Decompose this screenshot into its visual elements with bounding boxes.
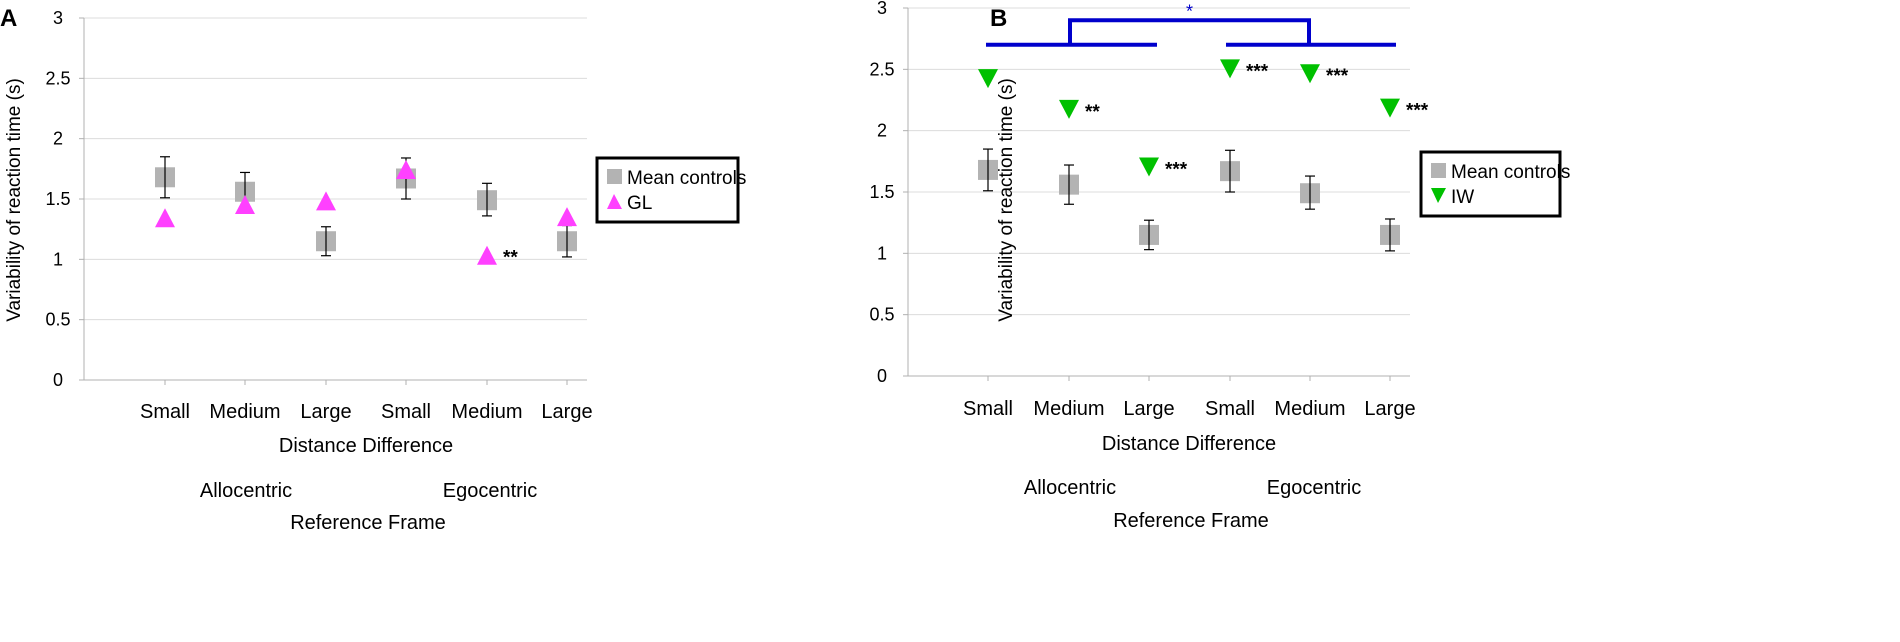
panel-a-patient-marker: [235, 195, 255, 215]
panel-a-reference-frame-label: Reference Frame: [290, 512, 446, 534]
panel-b-ytick-label: 2.5: [869, 59, 894, 79]
panel-b-legend-label: IW: [1451, 187, 1474, 208]
panel-a-significance-stars: **: [503, 248, 518, 269]
panel-b-group-label: Allocentric: [1024, 477, 1116, 499]
panel-a-patient-marker: [316, 191, 336, 211]
panel-b-category-label: Medium: [1274, 398, 1345, 420]
panel-b-ytick-label: 2: [877, 121, 887, 141]
panel-b-ytick-label: 1.5: [869, 182, 894, 202]
panel-b-y-axis-label: Variability of reaction time (s): [996, 78, 1017, 322]
panel-b-patient-marker: [1380, 98, 1400, 118]
panel-b-legend-marker: [1431, 188, 1446, 203]
panel-b-ytick-label: 0: [877, 366, 887, 386]
panel-b-category-label: Small: [963, 398, 1013, 420]
panel-b-category-label: Small: [1205, 398, 1255, 420]
panel-a-category-label: Medium: [451, 401, 522, 423]
panel-a-ytick-label: 3: [53, 8, 63, 28]
panel-b-significance-stars: ***: [1165, 159, 1188, 180]
panel-b-group-label: Egocentric: [1267, 477, 1362, 499]
panel-a-ytick-label: 1.5: [45, 189, 70, 209]
panel-a-category-label: Medium: [209, 401, 280, 423]
panel-a-legend-label: GL: [627, 193, 652, 214]
panel-b-ytick-label: 3: [877, 0, 887, 18]
panel-b-patient-marker: [1300, 64, 1320, 84]
panel-b-category-label: Large: [1364, 398, 1415, 420]
panel-b-ytick-label: 0.5: [869, 305, 894, 325]
panel-b-bracket-top: [1068, 18, 1311, 45]
panel-a-category-label: Large: [541, 401, 592, 423]
panel-b-patient-marker: [1059, 99, 1079, 119]
panel-b-bracket-label: *: [1186, 1, 1193, 21]
panel-a-ytick-label: 0.5: [45, 310, 70, 330]
panel-a-legend-label: Mean controls: [627, 168, 746, 189]
panel-b-reference-frame-label: Reference Frame: [1113, 510, 1269, 532]
panel-b-legend-box: [1419, 150, 1562, 218]
panel-a-label: A: [0, 5, 17, 32]
panel-b-ytick-label: 1: [877, 243, 887, 263]
panel-a-patient-marker: [396, 160, 416, 180]
panel-a-legend-marker: [607, 169, 622, 184]
panel-b-patient-marker: [1139, 157, 1159, 177]
panel-a-ytick-label: 1: [53, 249, 63, 269]
panel-b-significance-stars: ***: [1406, 101, 1429, 122]
panel-b-significance-stars: ***: [1246, 61, 1269, 82]
panel-b-x-axis-label: Distance Difference: [1102, 433, 1276, 455]
panel-a-group-label: Allocentric: [200, 480, 292, 502]
panel-b-legend-marker: [1431, 163, 1446, 178]
panel-a-legend-box: [595, 156, 740, 224]
panel-a-group-label: Egocentric: [443, 480, 538, 502]
panel-a-patient-marker: [557, 207, 577, 227]
panel-a-ytick-label: 2.5: [45, 68, 70, 88]
panel-a-category-label: Small: [381, 401, 431, 423]
panel-b-patient-marker: [978, 69, 998, 89]
panel-b-patient-marker: [1220, 59, 1240, 79]
panel-b-significance-stars: **: [1085, 102, 1100, 123]
panel-b-label: B: [990, 5, 1007, 32]
panel-a-category-label: Small: [140, 401, 190, 423]
panel-b-category-label: Medium: [1033, 398, 1104, 420]
panel-b-category-label: Large: [1123, 398, 1174, 420]
panel-a-patient-marker: [477, 245, 497, 265]
panel-a-ytick-label: 2: [53, 129, 63, 149]
panel-a-x-axis-label: Distance Difference: [279, 435, 453, 457]
panel-a-ytick-label: 0: [53, 370, 63, 390]
panel-a-y-axis-label: Variability of reaction time (s): [4, 78, 25, 322]
panel-a-category-label: Large: [300, 401, 351, 423]
panel-b-legend-label: Mean controls: [1451, 162, 1570, 183]
panel-a-patient-marker: [155, 208, 175, 228]
panel-b-significance-stars: ***: [1326, 66, 1349, 87]
panel-a-legend-marker: [607, 194, 622, 209]
